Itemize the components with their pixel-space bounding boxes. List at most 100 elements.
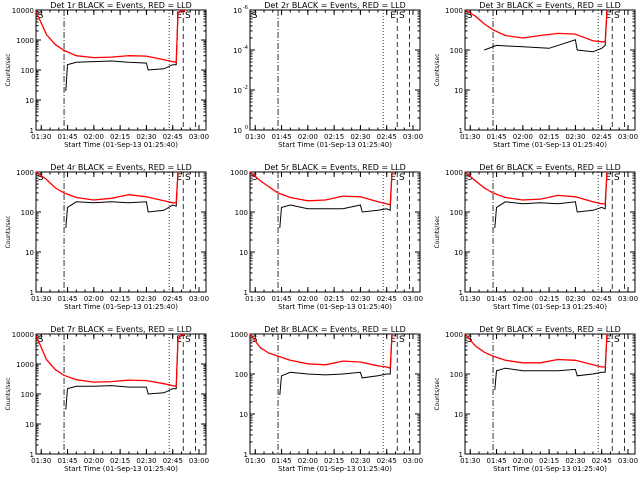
series-events-line: [65, 10, 185, 92]
x-tick-label: 01:45: [271, 133, 291, 141]
marker-s: S: [38, 335, 44, 345]
y-tick-label: 10: [454, 249, 463, 257]
panel-title: Det 7r BLACK = Events, RED = LLD: [50, 325, 192, 334]
y-tick-label: 10: [25, 249, 34, 257]
y-tick-label: 1: [459, 451, 463, 459]
y-tick-label: 1: [244, 451, 248, 459]
x-tick-label: 03:00: [189, 457, 209, 465]
x-tick-label: 02:15: [110, 457, 130, 465]
x-tick-label: 02:00: [298, 457, 318, 465]
x-tick-label: 02:45: [377, 457, 397, 465]
x-tick-label: 01:45: [271, 457, 291, 465]
series-lld-line: [35, 10, 185, 64]
x-tick-label: 02:00: [84, 295, 104, 303]
x-axis-label: Start Time (01-Sep-13 01:25:40): [493, 141, 607, 149]
series-lld-line: [35, 171, 179, 204]
y-tick-label: 1000: [230, 169, 248, 177]
marker-s: S: [185, 173, 191, 183]
x-tick-label: 02:45: [592, 295, 612, 303]
marker-e: E: [605, 335, 611, 345]
y-tick-label: 100: [21, 67, 34, 75]
y-tick-exponent: -2: [243, 85, 248, 91]
x-tick-label: 02:30: [136, 133, 156, 141]
x-tick-label: 01:30: [245, 457, 265, 465]
plot-frame: [464, 9, 636, 131]
y-tick-label: 1000: [16, 169, 34, 177]
panel-title: Det 5r BLACK = Events, RED = LLD: [264, 163, 406, 172]
x-tick-label: 01:45: [57, 457, 77, 465]
x-tick-label: 02:00: [513, 295, 533, 303]
series-lld-line: [464, 333, 608, 368]
x-tick-label: 02:30: [565, 133, 585, 141]
y-tick-label: 100: [450, 47, 463, 55]
marker-s: S: [467, 11, 473, 21]
x-axis-label: Start Time (01-Sep-13 01:25:40): [493, 465, 607, 473]
x-tick-label: 02:00: [513, 133, 533, 141]
x-tick-label: 02:00: [298, 133, 318, 141]
y-tick-label: 10: [454, 411, 463, 419]
x-tick-label: 03:00: [618, 133, 638, 141]
y-tick-label: 100: [235, 371, 248, 379]
x-tick-label: 01:30: [460, 457, 480, 465]
detector-panel-6: Det 6r BLACK = Events, RED = LLD 1 10 100 10…: [434, 163, 638, 311]
x-tick-label: 02:15: [110, 295, 130, 303]
y-axis-label: Counts/sec: [5, 53, 12, 86]
panel-title: Det 9r BLACK = Events, RED = LLD: [479, 325, 621, 334]
x-tick-label: 02:45: [377, 133, 397, 141]
y-axis-label: Counts/sec: [434, 377, 441, 410]
y-tick-label: 10: [239, 249, 248, 257]
detector-panel-8: Det 8r BLACK = Events, RED = LLD 1 10 100 10…: [230, 325, 423, 473]
x-tick-label: 02:00: [298, 295, 318, 303]
panel-title: Det 4r BLACK = Events, RED = LLD: [50, 163, 192, 172]
x-tick-label: 02:30: [350, 133, 370, 141]
y-tick-label: 1: [459, 289, 463, 297]
marker-e: E: [390, 335, 396, 345]
plot-frame: [249, 333, 421, 455]
y-tick-label: 10: [25, 97, 34, 105]
y-tick-label: 10: [233, 127, 242, 135]
x-axis-label: Start Time (01-Sep-13 01:25:40): [278, 141, 392, 149]
x-tick-label: 02:45: [592, 133, 612, 141]
panel-title: Det 2r BLACK = Events, RED = LLD: [264, 1, 406, 10]
marker-s: S: [614, 335, 620, 345]
x-tick-label: 02:45: [163, 457, 183, 465]
x-tick-label: 03:00: [403, 133, 423, 141]
x-tick-label: 01:45: [271, 295, 291, 303]
x-axis-label: Start Time (01-Sep-13 01:25:40): [64, 465, 178, 473]
x-tick-label: 01:30: [245, 133, 265, 141]
y-tick-label: 100: [450, 209, 463, 217]
x-tick-label: 02:15: [324, 295, 344, 303]
y-tick-label: 1: [30, 451, 34, 459]
x-tick-label: 03:00: [618, 295, 638, 303]
x-tick-label: 01:30: [245, 295, 265, 303]
x-tick-label: 03:00: [189, 295, 209, 303]
detector-panel-7: Det 7r BLACK = Events, RED = LLD 1 10 100 10…: [5, 325, 209, 473]
plot-frame: [464, 171, 636, 293]
marker-e: E: [605, 173, 611, 183]
y-axis-label: Counts/sec: [434, 53, 441, 86]
x-tick-label: 01:45: [486, 457, 506, 465]
y-tick-label: 10: [454, 87, 463, 95]
x-tick-label: 03:00: [403, 295, 423, 303]
plot-frame: [249, 171, 421, 293]
x-tick-label: 03:00: [618, 457, 638, 465]
marker-s: S: [185, 11, 191, 21]
x-axis-label: Start Time (01-Sep-13 01:25:40): [278, 303, 392, 311]
series-events-line: [494, 171, 608, 228]
series-lld-line: [35, 334, 185, 388]
panel-title: Det 8r BLACK = Events, RED = LLD: [264, 325, 406, 334]
x-tick-label: 02:30: [136, 295, 156, 303]
series-events-line: [494, 333, 608, 390]
x-tick-label: 02:15: [539, 133, 559, 141]
marker-s: S: [399, 173, 405, 183]
marker-s: S: [252, 11, 258, 21]
x-tick-label: 02:00: [84, 457, 104, 465]
x-tick-label: 02:30: [350, 295, 370, 303]
series-events-line: [484, 9, 608, 53]
marker-s: S: [614, 173, 620, 183]
x-axis-label: Start Time (01-Sep-13 01:25:40): [64, 141, 178, 149]
marker-s: S: [252, 173, 258, 183]
